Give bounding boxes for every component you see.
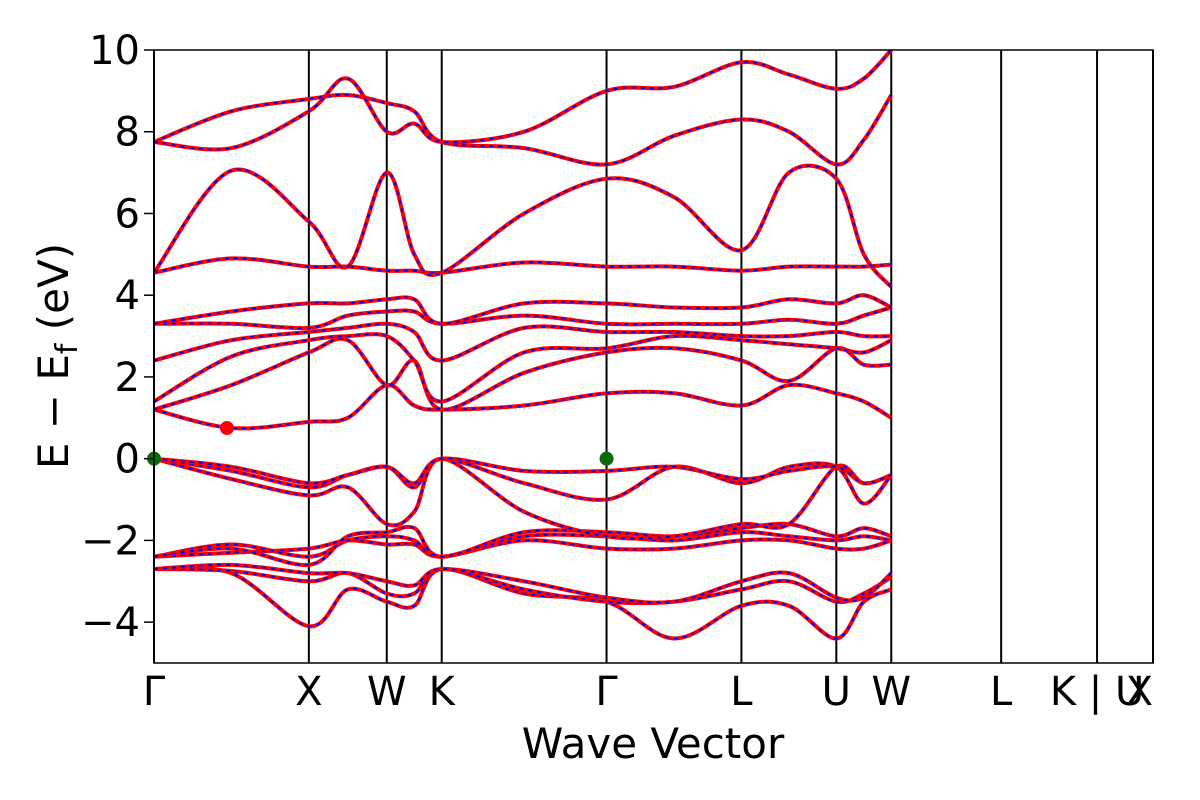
y-tick-label: 0 [115, 437, 140, 483]
plot-frame [153, 49, 1154, 664]
x-tick-label: X [295, 669, 322, 715]
x-tick-label: W [367, 669, 407, 715]
band-line-overlay-16 [154, 164, 893, 288]
band-line-5 [154, 521, 892, 567]
y-tick-label: −2 [81, 518, 140, 564]
y-tick-label: 8 [115, 110, 140, 156]
x-tick-label: L [990, 669, 1013, 715]
band-line-overlay-13 [154, 306, 892, 330]
x-tick-label: U [822, 669, 851, 715]
band-line-18 [154, 50, 893, 152]
band-line-11 [154, 332, 893, 404]
band-lines [154, 50, 894, 641]
band-line-overlay-2 [154, 563, 892, 604]
band-line-9 [154, 382, 893, 431]
y-tick-label: 2 [115, 355, 140, 401]
band-line-overlay-5 [154, 522, 892, 566]
band-line-7 [154, 456, 893, 506]
y-tick-label: 10 [89, 28, 140, 74]
x-tick-label: X [1126, 669, 1153, 715]
y-axis-title-unit: (eV) [29, 243, 78, 344]
x-tick-label: K [429, 669, 457, 715]
band-line-1 [154, 566, 893, 606]
band-line-overlay-6 [154, 457, 892, 540]
x-tick-label: Γ [595, 669, 618, 715]
band-line-overlay-8 [154, 457, 892, 485]
y-axis-title: E − Ef (eV) [29, 243, 85, 469]
y-tick-label: −4 [81, 600, 140, 646]
band-line-0 [154, 565, 893, 641]
cbm-marker [219, 421, 234, 436]
y-axis-title-sub: f [50, 342, 85, 354]
y-axis-ticks: 10 8 6 4 2 0 −2 −4 [81, 28, 154, 646]
vbm-marker [599, 451, 614, 466]
band-line-overlay-3 [154, 538, 892, 558]
x-tick-label: K | U [1050, 669, 1144, 715]
band-line-overlay-11 [154, 333, 892, 403]
x-tick-label: L [730, 669, 753, 715]
band-line-overlay-0 [154, 566, 892, 640]
x-tick-label: W [871, 669, 911, 715]
band-line-overlay-14 [154, 294, 892, 325]
y-tick-label: 6 [115, 191, 140, 237]
band-line-overlay-10 [154, 337, 892, 411]
x-tick-label: Γ [143, 669, 166, 715]
x-axis-title: Wave Vector [522, 719, 785, 768]
band-line-overlay-9 [154, 383, 892, 430]
y-tick-label: 4 [115, 273, 140, 319]
band-line-overlay-12 [154, 322, 892, 362]
y-axis-title-main: E − E [29, 354, 78, 469]
band-line-overlay-18 [154, 50, 893, 151]
band-line-overlay-17 [154, 93, 893, 166]
band-line-overlay-4 [154, 531, 892, 558]
band-line-15 [154, 256, 892, 276]
